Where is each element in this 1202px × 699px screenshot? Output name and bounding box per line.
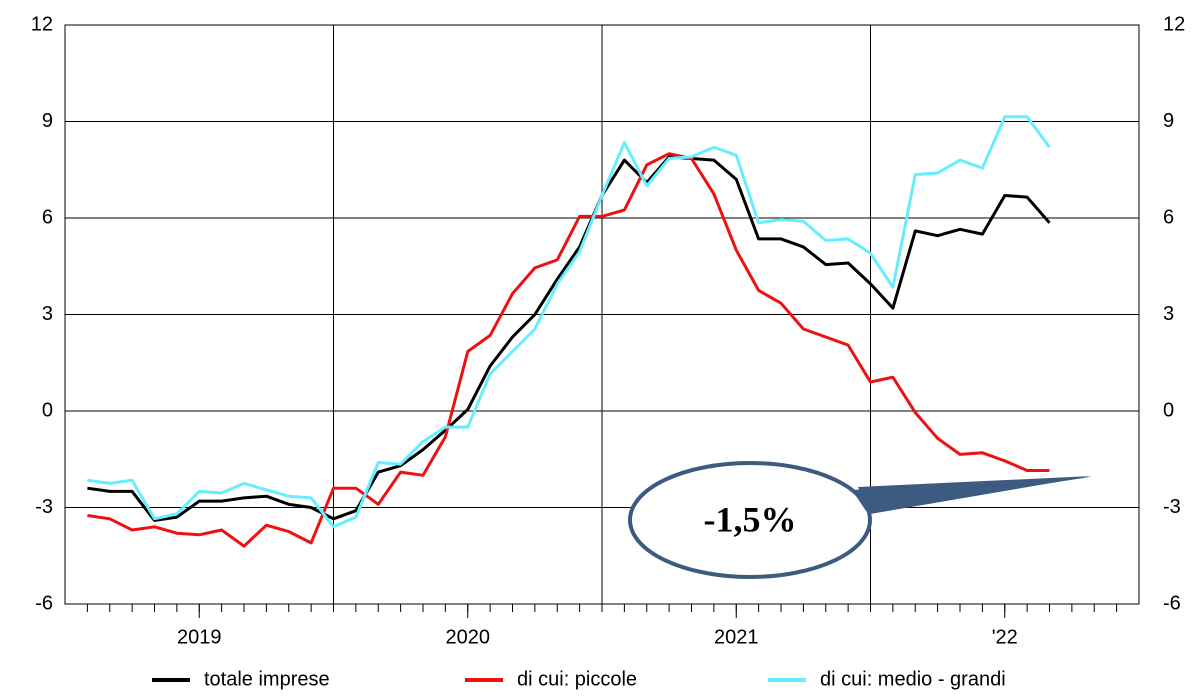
y-tick-label: 12 <box>31 13 53 35</box>
y2-tick-label: 3 <box>1163 303 1174 325</box>
y-tick-label: 3 <box>42 303 53 325</box>
series-line <box>87 152 1050 548</box>
y-tick-label: -3 <box>35 496 53 518</box>
y2-tick-label: 12 <box>1163 13 1185 35</box>
y2-tick-label: 9 <box>1163 110 1174 132</box>
legend-label: totale imprese <box>204 668 330 690</box>
x-tick-label: 2021 <box>714 626 759 648</box>
y2-tick-label: -3 <box>1163 496 1181 518</box>
callout-pointer-inner <box>852 477 1090 511</box>
callout-ellipse <box>628 461 872 579</box>
y-tick-label: -6 <box>35 592 53 614</box>
y2-tick-label: -6 <box>1163 592 1181 614</box>
legend-label: di cui: medio - grandi <box>820 668 1006 690</box>
series-line <box>87 115 1051 529</box>
y-tick-label: 0 <box>42 399 53 421</box>
y-tick-label: 6 <box>42 206 53 228</box>
y2-tick-label: 0 <box>1163 399 1174 421</box>
series-line <box>87 155 1051 522</box>
y2-tick-label: 6 <box>1163 206 1174 228</box>
x-tick-label: 2020 <box>446 626 491 648</box>
x-tick-label: 2019 <box>177 626 222 648</box>
annotation-text: -1,5% <box>704 499 797 539</box>
plot-border <box>64 24 1140 605</box>
x-tick-label: '22 <box>992 626 1018 648</box>
y-tick-label: 9 <box>42 110 53 132</box>
annotation: -1,5% <box>628 461 1092 579</box>
legend-label: di cui: piccole <box>517 668 637 690</box>
